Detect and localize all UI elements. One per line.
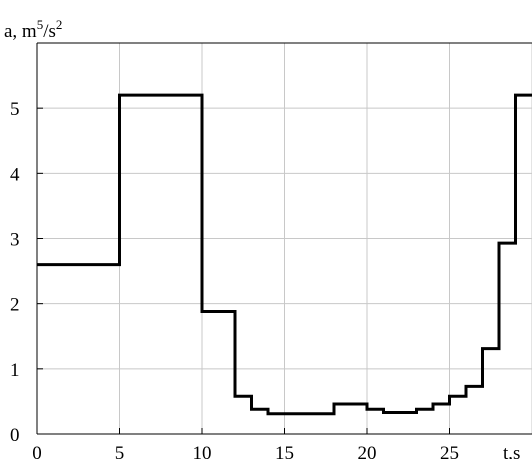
- y-axis-label-exp2: 2: [56, 17, 63, 32]
- y-tick-label-0: 0: [10, 425, 20, 446]
- grid-lines: [37, 42, 532, 434]
- y-tick-label-3: 3: [10, 230, 20, 251]
- y-tick-label-1: 1: [10, 360, 20, 381]
- x-tick-label-10: 10: [193, 443, 212, 459]
- x-tick-label-25: 25: [440, 443, 459, 459]
- x-axis-label: t,s: [503, 443, 520, 459]
- y-axis-label-slash: /s: [43, 21, 56, 42]
- y-tick-label-4: 4: [10, 164, 20, 185]
- series-group: [37, 93, 532, 416]
- x-tick-label-15: 15: [275, 443, 294, 459]
- x-tick-label-20: 20: [358, 443, 377, 459]
- y-axis-ticks: 0 1 2 3 4 5: [10, 99, 43, 446]
- y-axis-label: a, m5/s2: [4, 17, 62, 42]
- x-tick-label-0: 0: [32, 443, 42, 459]
- y-axis-label-base: a, m: [4, 21, 37, 42]
- y-axis-label-exp1: 5: [37, 17, 44, 32]
- x-tick-label-5: 5: [115, 443, 125, 459]
- x-axis-ticks: 0 5 10 15 20 25: [32, 428, 459, 459]
- y-tick-label-5: 5: [10, 99, 20, 120]
- y-tick-label-2: 2: [10, 295, 20, 316]
- series-line-0: [37, 93, 532, 416]
